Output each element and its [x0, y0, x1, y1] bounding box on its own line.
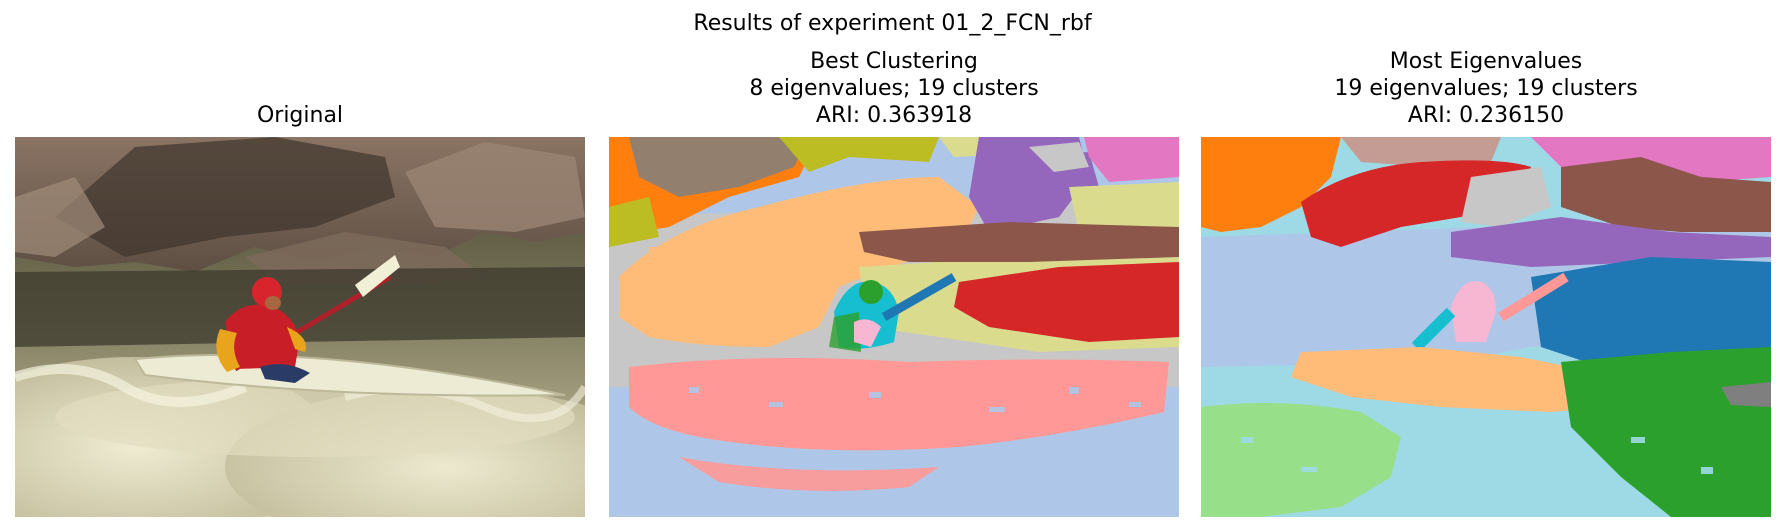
- figure-suptitle: Results of experiment 01_2_FCN_rbf: [693, 11, 1092, 36]
- original-title-line: Original: [256, 103, 344, 128]
- best-clustering-ari-line: ARI: 0.363918: [815, 103, 973, 128]
- most-eigenvalues-ari-line: ARI: 0.236150: [1407, 103, 1565, 128]
- best-clustering-subtitle-line: 8 eigenvalues; 19 clusters: [749, 76, 1039, 101]
- original-image: [15, 137, 585, 517]
- most-eigenvalues-panel-title: Most Eigenvalues 19 eigenvalues; 19 clus…: [1201, 48, 1771, 129]
- original-panel-title: Original: [15, 102, 585, 129]
- best-clustering-title-line: Best Clustering: [810, 49, 978, 74]
- most-eigenvalues-title-line: Most Eigenvalues: [1389, 49, 1583, 74]
- best-clustering-image: [609, 137, 1179, 517]
- most-eigenvalues-image: [1201, 137, 1771, 517]
- most-eigenvalues-subtitle-line: 19 eigenvalues; 19 clusters: [1334, 76, 1638, 101]
- best-clustering-panel-title: Best Clustering 8 eigenvalues; 19 cluste…: [609, 48, 1179, 129]
